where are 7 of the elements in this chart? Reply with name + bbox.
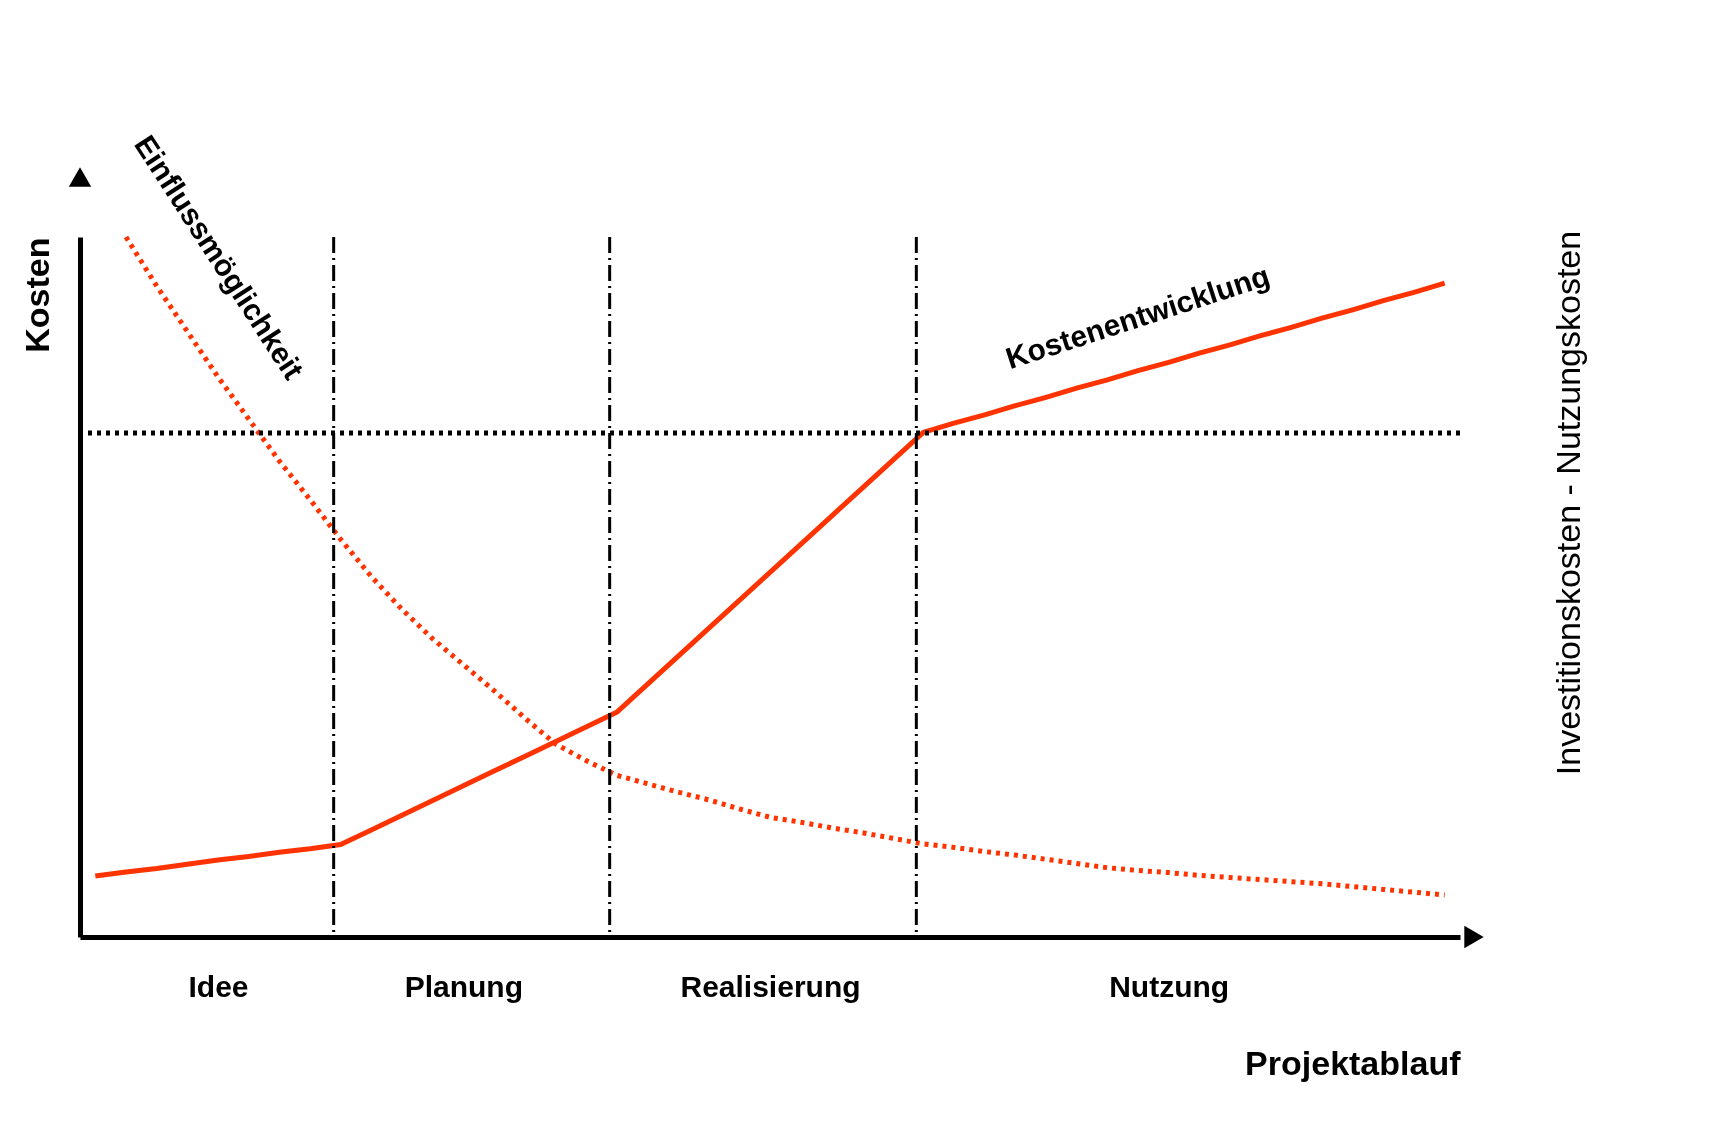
x-tick-label: Idee xyxy=(188,969,249,1003)
x-tick-label: Nutzung xyxy=(1109,969,1230,1003)
y2-axis-title: Investitionskosten - Nutzungskosten xyxy=(1549,230,1587,776)
y-axis-title: Kosten xyxy=(17,237,56,353)
x-tick-label: Planung xyxy=(404,969,524,1003)
x-tick-label: Realisierung xyxy=(680,969,861,1003)
x-axis-title: Projektablauf xyxy=(1245,1043,1462,1082)
